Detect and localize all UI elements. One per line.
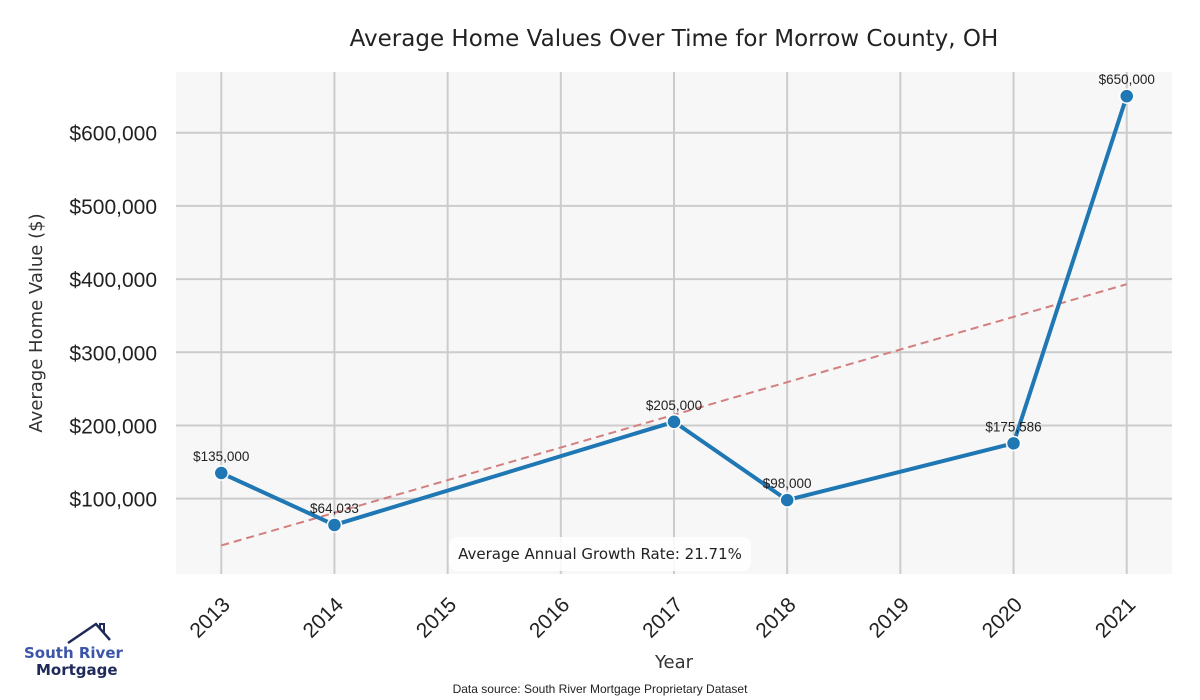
logo-text-line1: South River [24,644,124,662]
data-label: $650,000 [1099,72,1155,87]
data-point [326,517,343,533]
y-tick-label: $200,000 [69,415,157,438]
x-gridlines [220,72,1128,574]
x-axis-label: Year [654,652,694,673]
x-tick-label: 2014 [299,593,349,643]
x-tick-label: 2017 [638,593,687,642]
data-label: $175,586 [985,419,1041,434]
logo: South River Mortgage [24,622,124,679]
x-tick-label: 2020 [978,593,1027,642]
x-tick-label: 2019 [865,593,914,642]
data-label: $135,000 [193,449,249,464]
y-axis-label: Average Home Value ($) [26,213,47,432]
growth-rate-annotation: Average Annual Growth Rate: 21.71% [458,545,742,563]
data-point [213,465,230,481]
data-point [1118,88,1135,104]
series-line [220,95,1129,527]
y-tick-label: $100,000 [69,489,157,512]
y-tick-label: $500,000 [69,196,157,219]
data-label: $205,000 [646,398,702,413]
y-tick-label: $600,000 [69,123,157,146]
x-tick-label: 2013 [186,593,235,642]
data-point [666,414,682,430]
data-point [1005,435,1022,452]
logo-text-line2: Mortgage [36,661,118,679]
x-tick-label: 2015 [412,593,461,642]
x-tick-labels: 2013 2014 2015 2016 2017 2018 2019 2020 2021 [186,593,1141,643]
data-label: $64,033 [310,501,359,516]
growth-rate-box [449,537,751,571]
series-markers [213,88,1135,533]
x-tick-label: 2016 [525,593,574,642]
house-roof-icon [67,622,111,645]
y-tick-labels: $100,000 $200,000 $300,000 $400,000 $500,000… [69,123,157,512]
x-tick-label: 2021 [1091,593,1140,642]
data-source: Data source: South River Mortgage Propri… [453,682,748,696]
y-tick-label: $300,000 [69,342,157,365]
x-tick-label: 2018 [751,593,800,642]
chimney-icon [99,623,105,634]
data-label: $98,000 [763,476,812,491]
data-point [779,492,795,508]
y-tick-label: $400,000 [69,269,157,292]
data-labels: $135,000 $64,033 $205,000 $98,000 $175,586 $6… [193,72,1155,516]
chart-title: Average Home Values Over Time for Morrow… [350,26,999,52]
